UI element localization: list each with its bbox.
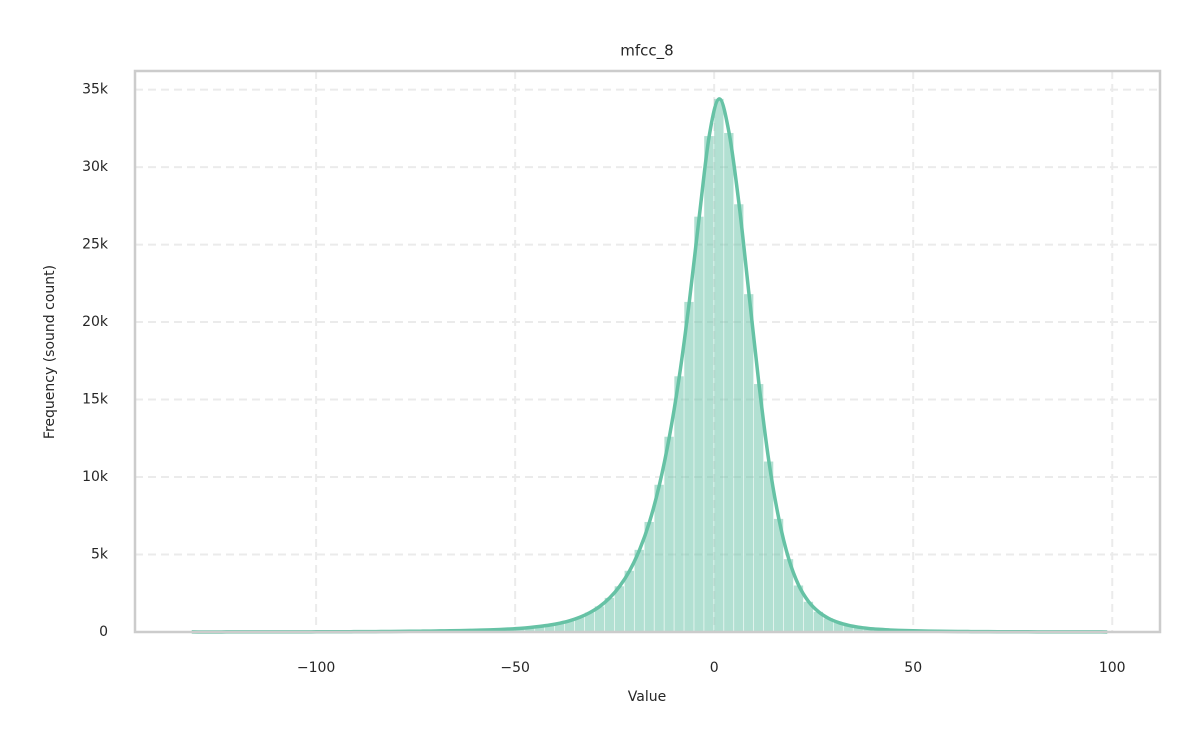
bar — [753, 384, 764, 632]
bar — [614, 586, 625, 632]
bar — [783, 559, 794, 632]
bar — [773, 518, 784, 632]
bar — [823, 618, 833, 632]
bar — [853, 627, 863, 632]
bar — [584, 612, 595, 632]
x-tick-label: −50 — [500, 660, 530, 676]
y-axis-label: Frequency (sound count) — [42, 265, 58, 439]
x-tick-label: −100 — [297, 660, 335, 676]
y-tick-label: 0 — [99, 624, 108, 640]
bar — [594, 606, 605, 632]
bar — [803, 601, 814, 632]
bar — [554, 623, 565, 632]
bar — [664, 436, 674, 632]
chart-title: mfcc_8 — [620, 42, 673, 61]
y-tick-label: 15k — [82, 392, 109, 408]
bar — [793, 585, 804, 632]
bar — [863, 628, 873, 632]
bar — [684, 301, 694, 632]
bar — [644, 521, 654, 632]
bar — [525, 627, 535, 632]
x-tick-label: 100 — [1099, 660, 1126, 676]
bar — [694, 216, 704, 633]
bar — [724, 132, 734, 632]
y-tick-label: 35k — [82, 82, 109, 98]
bar — [634, 549, 644, 632]
bar — [744, 294, 754, 632]
y-tick-label: 10k — [82, 469, 109, 485]
y-tick-label: 5k — [91, 547, 109, 563]
y-tick-label: 25k — [82, 237, 109, 253]
x-tick-label: 0 — [710, 660, 719, 676]
bar — [535, 626, 545, 632]
bar — [763, 461, 774, 632]
bar — [734, 204, 744, 632]
bar — [654, 484, 664, 632]
bar — [604, 597, 615, 632]
plot-frame — [133, 69, 1162, 634]
bar — [843, 625, 853, 632]
bar — [574, 617, 585, 632]
bar — [714, 98, 724, 633]
bar — [674, 376, 684, 632]
bar — [813, 611, 824, 632]
y-tick-label: 20k — [82, 314, 109, 330]
bar — [833, 622, 843, 632]
bar — [545, 625, 555, 632]
bar — [515, 628, 525, 632]
bar — [704, 136, 714, 633]
bar — [564, 620, 575, 632]
y-tick-label: 30k — [82, 159, 109, 175]
bar — [624, 570, 634, 632]
x-tick-label: 50 — [904, 660, 922, 676]
x-axis-label: Value — [628, 689, 666, 705]
